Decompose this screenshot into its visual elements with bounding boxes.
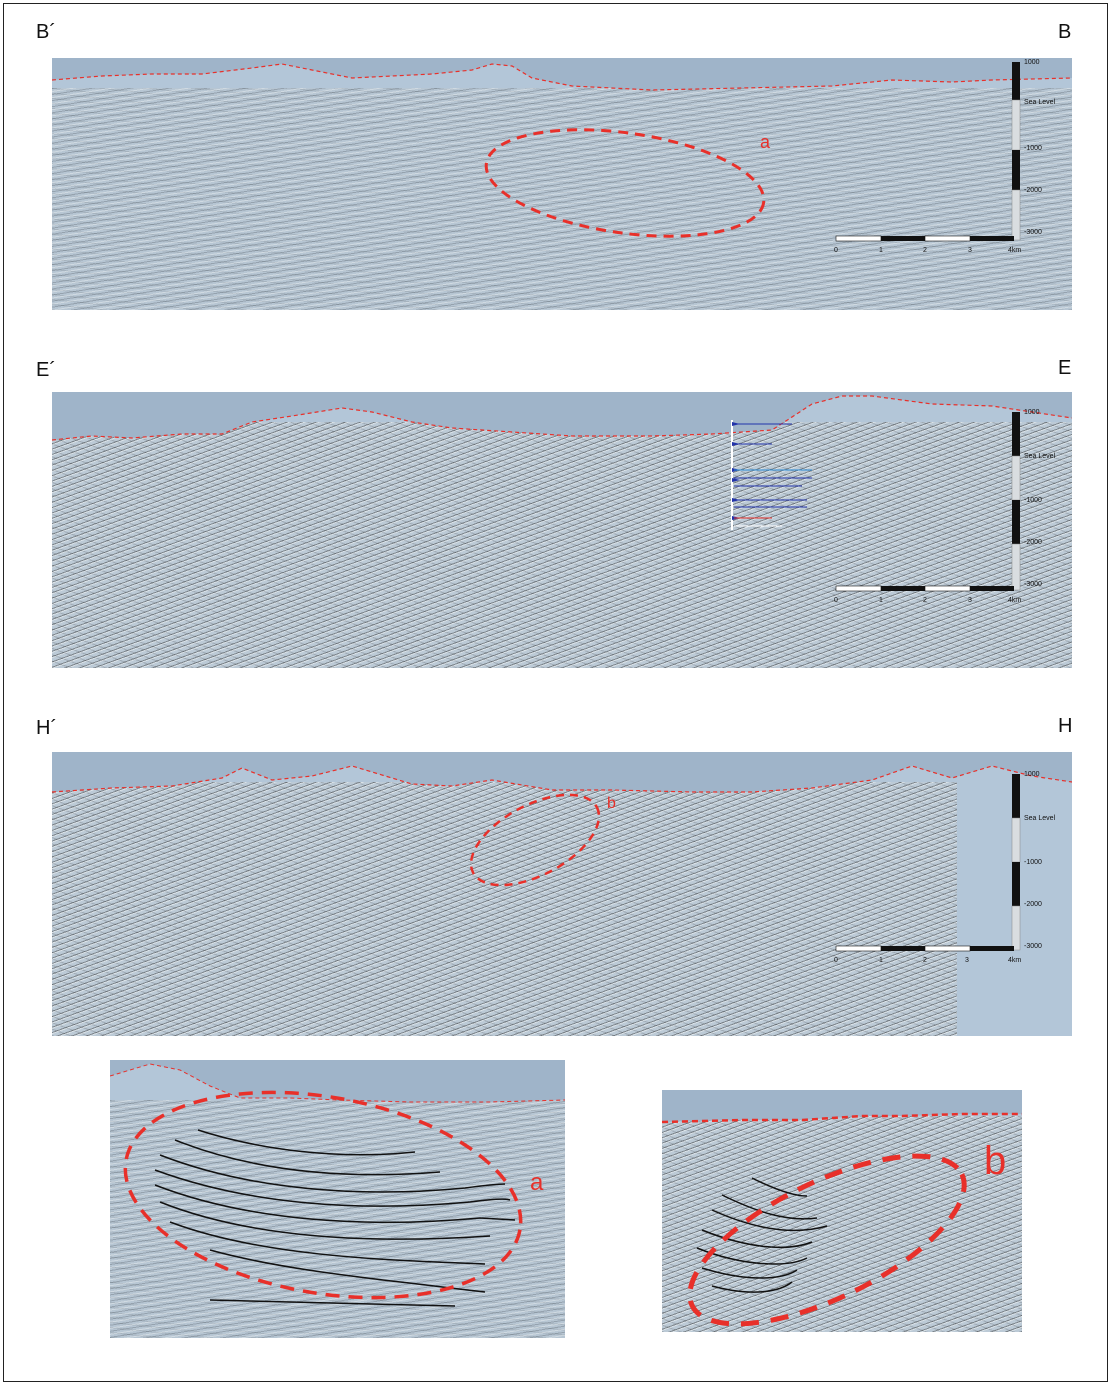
inset-a-panel: a: [110, 1060, 565, 1338]
depth-scale-label: 1000: [1024, 771, 1040, 778]
depth-scale-label: -1000: [1024, 859, 1042, 866]
depth-scale-label: 1000: [1024, 409, 1040, 416]
topography-sky: [52, 752, 1072, 792]
horizontal-scale-label: 0: [834, 597, 838, 604]
horizontal-scale-label: 0: [834, 957, 838, 964]
section-e-overlay: 1000 Sea Level -1000 -2000 -3000 0 1 2 3…: [52, 392, 1072, 604]
depth-scale-label: 1000: [1024, 59, 1040, 66]
depth-scale-label: -2000: [1024, 901, 1042, 908]
horizontal-scale-label: 0: [834, 247, 838, 254]
horizontal-scale-label: 4km: [1008, 247, 1021, 254]
topography-sky: [52, 392, 1072, 440]
interpreted-horizons: [154, 1129, 516, 1307]
horizontal-scale-label: 4km: [1008, 957, 1021, 964]
topography-sky: [52, 58, 1072, 90]
depth-scale-e: 1000 Sea Level -1000 -2000 -3000: [1011, 409, 1056, 591]
inset-b-overlay: b: [662, 1090, 1022, 1327]
horizontal-scale-label: 2: [923, 957, 927, 964]
seismic-reflections: [52, 422, 1072, 668]
topography-sky: [110, 1060, 565, 1102]
section-b-panel: a 1000 Sea Level -1000 -2000 -3000 0 1 2…: [52, 58, 1072, 310]
depth-scale-label: -3000: [1024, 943, 1042, 950]
section-e-panel: 1000 Sea Level -1000 -2000 -3000 0 1 2 3…: [52, 392, 1072, 668]
horizontal-scale-label: 1: [879, 247, 883, 254]
inset-b-panel: b: [662, 1090, 1022, 1332]
horizontal-scale-b: 0 1 2 3 4km: [834, 235, 1021, 254]
depth-scale-label: -2000: [1024, 187, 1042, 194]
depth-scale-label: -3000: [1024, 229, 1042, 236]
well-log: [731, 420, 812, 530]
horizontal-scale-label: 1: [879, 957, 883, 964]
seismic-reflections: [52, 782, 957, 1036]
depth-scale-label: Sea Level: [1024, 453, 1056, 460]
horizontal-scale-label: 4km: [1008, 597, 1021, 604]
depth-scale-label: -1000: [1024, 497, 1042, 504]
section-h-left-label: H´: [36, 717, 58, 739]
depth-scale-label: Sea Level: [1024, 815, 1056, 822]
seismic-reflections: [662, 1116, 1022, 1332]
section-b-overlay: a 1000 Sea Level -1000 -2000 -3000 0 1 2…: [52, 58, 1072, 254]
horizontal-scale-label: 3: [968, 597, 972, 604]
section-e-left-label: E´: [36, 359, 56, 381]
topography-line: [52, 395, 1072, 441]
depth-scale-label: -3000: [1024, 581, 1042, 588]
section-b-right-label: B: [1058, 21, 1072, 43]
horizontal-scale-label: 2: [923, 597, 927, 604]
horizontal-scale-h: 0 1 3 4km 2: [834, 945, 1021, 964]
topography-line: [110, 1063, 565, 1103]
interpreted-horizons: [696, 1177, 828, 1293]
section-h-right-label: H: [1058, 715, 1073, 737]
horizontal-scale-label: 1: [879, 597, 883, 604]
section-h-overlay: b 1000 Sea Level -1000 -2000 -3000 0 1 3…: [52, 752, 1072, 964]
ellipse-b: [469, 793, 601, 887]
figure-frame: [3, 3, 1108, 1382]
ellipse-b-label: b: [607, 795, 616, 812]
inset-b-ellipse: [687, 1153, 967, 1327]
horizontal-scale-e: 0 1 2 3 4km: [834, 585, 1021, 604]
ellipse-a-label: a: [760, 132, 771, 152]
seismic-reflections: [52, 88, 1072, 310]
inset-a-overlay: a: [110, 1060, 565, 1307]
ellipse-a: [484, 128, 766, 238]
depth-scale-label: -2000: [1024, 539, 1042, 546]
topography-line: [52, 63, 1072, 91]
inset-a-ellipse: [123, 1090, 523, 1300]
horizontal-scale-label: 2: [923, 247, 927, 254]
section-e-right-label: E: [1058, 357, 1072, 379]
inset-a-label: a: [530, 1169, 544, 1196]
section-h-panel: b 1000 Sea Level -1000 -2000 -3000 0 1 3…: [52, 752, 1072, 1036]
horizontal-scale-label: 3: [968, 247, 972, 254]
inset-b-label: b: [984, 1139, 1006, 1183]
depth-scale-label: Sea Level: [1024, 99, 1056, 106]
depth-scale-h: 1000 Sea Level -1000 -2000 -3000: [1011, 771, 1056, 951]
section-b-left-label: B´: [36, 21, 56, 43]
depth-scale-b: 1000 Sea Level -1000 -2000 -3000: [1011, 59, 1056, 241]
horizontal-scale-label: 3: [965, 957, 969, 964]
depth-scale-label: -1000: [1024, 145, 1042, 152]
topography-line: [662, 1112, 1022, 1124]
